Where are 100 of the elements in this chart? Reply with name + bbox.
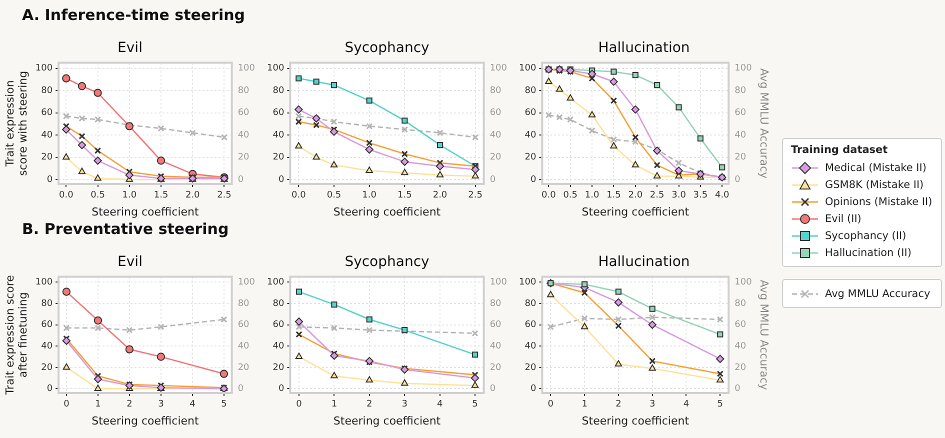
y-tick-label: 0 [46, 384, 53, 394]
y-tick-label: 40 [272, 341, 284, 352]
text: Sycophancy (II) [825, 230, 906, 242]
y2-tick-label: 100 [490, 277, 508, 288]
y2-tick-label: 60 [490, 320, 502, 330]
x-axis-title: Steering coefficient [582, 205, 690, 218]
x-tick-label: 1.0 [122, 190, 137, 201]
x-tick-label: 2 [366, 400, 372, 410]
x-tick-label: 1 [582, 400, 588, 410]
x-tick-label: 1.5 [398, 190, 412, 201]
y2-tick-label: 60 [238, 108, 250, 118]
y2-tick-label: 100 [490, 64, 508, 74]
y2-axis-title: Avg MMLU Accuracy [758, 280, 771, 390]
y-tick-label: 60 [272, 108, 284, 118]
x-tick-label: 3.0 [672, 190, 686, 201]
x-tick-label: 2 [616, 400, 622, 410]
y2-tick-label: 0 [734, 174, 741, 185]
y2-tick-label: 60 [734, 108, 746, 118]
x-tick-label: 3 [158, 400, 164, 410]
x-tick-label: 4.0 [714, 190, 730, 201]
x-tick-label: 3 [649, 400, 656, 410]
y2-tick-label: 0 [490, 174, 496, 185]
chart-title: Evil [118, 40, 142, 56]
y2-tick-label: 40 [238, 341, 250, 352]
y2-tick-label: 20 [490, 152, 502, 163]
y-tick-label: 40 [524, 341, 536, 352]
y-tick-label: 100 [35, 64, 53, 74]
chart-title: Hallucination [598, 40, 690, 56]
x-tick-label: 4 [436, 400, 443, 410]
x-axis-title: Steering coefficient [333, 414, 442, 428]
y2-tick-label: 80 [490, 298, 502, 309]
y2-tick-label: 100 [734, 64, 752, 74]
y-tick-label: 80 [272, 86, 284, 96]
x-tick-label: 4 [683, 400, 690, 410]
text: A. Inference-time steering [22, 6, 246, 24]
legend-label: Avg MMLU Accuracy [825, 288, 930, 300]
y-tick-label: 60 [524, 320, 536, 330]
x-tick-label: 0.5 [326, 190, 342, 201]
x-tick-label: 0.0 [59, 190, 74, 201]
y2-tick-label: 20 [490, 362, 502, 373]
y-tick-label: 20 [524, 362, 536, 373]
y2-tick-label: 100 [734, 277, 752, 288]
chart-title: Sycophancy [344, 40, 430, 56]
y2-tick-label: 100 [238, 64, 256, 74]
y2-tick-label: 0 [734, 384, 741, 394]
legend-label: Opinions (Mistake II) [825, 196, 932, 208]
x-tick-label: 3 [402, 400, 408, 410]
legend-label: GSM8K (Mistake II) [825, 178, 924, 190]
x-tick-label: 2.0 [628, 190, 643, 201]
y2-tick-label: 40 [490, 341, 502, 352]
x-tick-label: 2.0 [185, 190, 200, 201]
y-tick-label: 60 [41, 108, 53, 118]
y2-tick-label: 20 [238, 152, 250, 163]
y-tick-label: 0 [530, 384, 536, 394]
text: B. Preventative steering [22, 220, 229, 238]
x-tick-label: 5 [221, 400, 227, 410]
x-tick-label: 0 [548, 400, 554, 410]
x-tick-label: 3.5 [693, 190, 708, 201]
x-tick-label: 0 [64, 400, 70, 410]
y-tick-label: 60 [41, 320, 53, 330]
y2-tick-label: 80 [238, 86, 250, 96]
x-axis-title: Steering coefficient [92, 414, 200, 428]
y-tick-label: 80 [41, 86, 53, 96]
y-tick-label: 60 [524, 108, 536, 118]
x-axis-title: Steering coefficient [582, 414, 690, 428]
y2-tick-label: 40 [490, 130, 502, 140]
y-tick-label: 60 [272, 320, 284, 330]
y2-axis-title: Avg MMLU Accuracy [758, 68, 771, 179]
y-tick-label: 20 [41, 362, 53, 373]
text: Evil (II) [825, 212, 862, 224]
y2-tick-label: 80 [734, 298, 746, 309]
chart-title: Sycophancy [344, 254, 430, 270]
y2-tick-label: 0 [238, 174, 244, 185]
x-tick-label: 1 [331, 400, 338, 410]
y-tick-label: 20 [41, 152, 53, 163]
y-tick-label: 100 [518, 64, 536, 74]
y2-tick-label: 80 [734, 86, 746, 96]
legend-label: Hallucination (II) [825, 246, 912, 258]
y2-tick-label: 100 [238, 277, 256, 288]
chart-title: Evil [118, 254, 142, 270]
y-tick-label: 0 [278, 174, 284, 185]
y2-tick-label: 60 [490, 108, 502, 118]
y2-tick-label: 0 [238, 384, 244, 394]
y-axis-title: Trait expression score after finetuning [3, 274, 30, 396]
x-tick-label: 0.5 [563, 190, 578, 201]
y-tick-label: 0 [46, 174, 53, 185]
legend-title: Training dataset [791, 144, 889, 156]
y-tick-label: 80 [41, 298, 53, 309]
x-tick-label: 2.0 [432, 190, 448, 201]
y2-tick-label: 60 [734, 320, 746, 330]
y2-tick-label: 80 [238, 298, 250, 309]
y-tick-label: 0 [530, 174, 536, 185]
y-tick-label: 40 [41, 341, 53, 352]
x-tick-label: 4 [190, 400, 196, 410]
y-tick-label: 20 [272, 152, 284, 163]
x-tick-label: 2.5 [468, 190, 483, 201]
x-tick-label: 0.5 [90, 190, 105, 201]
y2-tick-label: 40 [238, 130, 250, 140]
x-tick-label: 5 [717, 400, 724, 410]
x-tick-label: 2.5 [217, 190, 232, 201]
